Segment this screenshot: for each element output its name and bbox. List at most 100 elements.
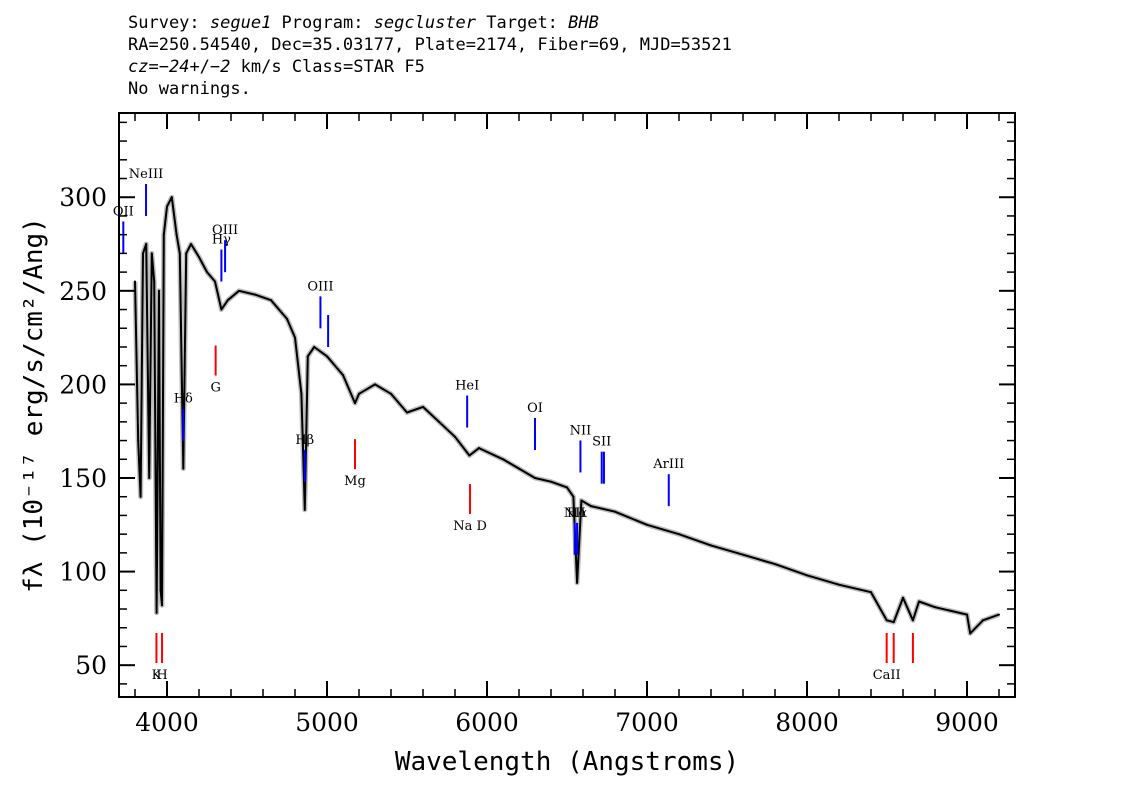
spectrum-point <box>170 196 173 199</box>
spectrum-point <box>134 280 136 283</box>
spectrum-point <box>300 392 303 395</box>
emission-line-label: Hγ <box>212 233 231 248</box>
survey-line: Survey: segue1 Program: segcluster Targe… <box>128 12 732 34</box>
line1-part: BHB <box>568 13 599 33</box>
y-tick-label: 150 <box>59 464 107 493</box>
spectrum-point <box>678 533 680 536</box>
absorption-line-label: Mg <box>344 474 366 489</box>
spectrum-point <box>982 619 984 622</box>
spectrum-point <box>214 280 216 283</box>
spectrum-point <box>145 243 148 246</box>
spectrum-point <box>326 355 328 358</box>
line1-part: Target: <box>476 13 569 33</box>
spectrum-point <box>966 613 968 616</box>
coordinates-line: RA=250.54540, Dec=35.03177, Plate=2174, … <box>128 35 732 55</box>
spectrum-point <box>590 505 592 508</box>
spectrum-point <box>572 495 575 498</box>
line3-part: +/ <box>189 57 210 77</box>
line3-part: −2 <box>209 57 231 77</box>
spectrum-point <box>550 480 552 483</box>
spectrum-point <box>185 252 188 255</box>
spectrum-point <box>838 583 840 586</box>
spectrum-point <box>198 256 200 259</box>
warnings-line: No warnings. <box>128 79 251 99</box>
spectrum-point <box>374 383 376 386</box>
spectrum-point <box>137 439 140 442</box>
line1-part: segcluster <box>373 13 477 33</box>
spectrum-point <box>354 402 356 405</box>
spectrum-point <box>454 435 456 438</box>
spectrum-point <box>534 477 536 479</box>
spectrum-point <box>468 454 471 457</box>
emission-line-label: OI <box>527 401 543 416</box>
spectrum-point <box>950 609 952 612</box>
spectrum-point <box>438 420 440 423</box>
spectrum-point <box>161 604 164 607</box>
spectrum-point <box>518 467 520 470</box>
spectrum-header: Survey: segue1 Program: segcluster Targe… <box>128 12 732 100</box>
spectrum-point <box>175 233 178 236</box>
x-tick-label: 8000 <box>775 708 839 737</box>
x-tick-label: 6000 <box>455 708 519 737</box>
spectrum-point <box>502 458 504 461</box>
spectrum-point <box>774 563 776 566</box>
spectrum-point <box>885 619 888 622</box>
spectrum-line <box>134 196 1000 635</box>
spectrum-point <box>422 405 424 408</box>
line3-part: −24 <box>158 57 190 77</box>
emission-line-label: ArIII <box>652 457 684 472</box>
y-tick-label: 200 <box>59 370 107 399</box>
spectrum-point <box>566 486 568 489</box>
emission-line-label: NII <box>564 506 586 521</box>
spectrum-point <box>148 477 151 479</box>
emission-line-label: NII <box>570 423 592 438</box>
spectrum-point <box>870 591 872 594</box>
emission-line-label: Hδ <box>174 392 193 407</box>
x-tick-label: 5000 <box>295 708 359 737</box>
spectrum-point <box>806 574 808 577</box>
spectrum-point <box>892 621 895 624</box>
line3-part: cz= <box>128 57 159 77</box>
emission-line-label: SII <box>592 435 611 450</box>
spectrum-point <box>238 289 240 292</box>
absorption-line-label: CaII <box>873 668 901 683</box>
spectrum-point <box>226 299 229 302</box>
emission-line-label: Hα <box>567 506 587 521</box>
plot-frame <box>118 112 1016 698</box>
spectrum-point <box>742 553 744 556</box>
x-tick-label: 7000 <box>615 708 679 737</box>
spectrum-point <box>358 392 360 395</box>
spectrum-point <box>220 308 223 311</box>
spectrum-point <box>182 467 185 470</box>
y-tick-label: 100 <box>59 558 107 587</box>
spectrum-point <box>178 252 181 255</box>
spectrum-point <box>911 619 914 622</box>
x-tick-label: 4000 <box>135 708 199 737</box>
spectrum-point <box>614 510 616 513</box>
emission-line-label: OII <box>113 204 134 219</box>
spectrum-point <box>162 233 165 236</box>
line1-part: Program: <box>271 13 374 33</box>
y-tick-label: 250 <box>59 277 107 306</box>
spectrum-point <box>166 205 168 208</box>
spectrum-point <box>902 596 904 599</box>
spectrum-point <box>206 271 208 274</box>
spectrum-point <box>934 606 936 609</box>
spectrum-point <box>918 600 920 603</box>
spectrum-point <box>294 336 296 339</box>
spectrum-point <box>270 299 272 302</box>
spectrum-point <box>159 589 162 592</box>
redshift-class-line: cz=−24+/−2 km/s Class=STAR F5 <box>128 56 732 78</box>
line1-part: Survey: <box>128 13 210 33</box>
spectrum-error-band <box>132 194 1000 636</box>
spectrum-point <box>313 345 316 348</box>
spectrum-point <box>155 611 158 614</box>
emission-line-label: Hβ <box>295 433 314 448</box>
spectrum-point <box>710 544 712 547</box>
x-axis-title: Wavelength (Angstroms) <box>395 747 739 777</box>
spectrum-point <box>286 317 288 320</box>
spectrum-point <box>580 499 583 502</box>
y-tick-label: 300 <box>59 183 107 212</box>
emission-line-label: OIII <box>212 223 238 238</box>
